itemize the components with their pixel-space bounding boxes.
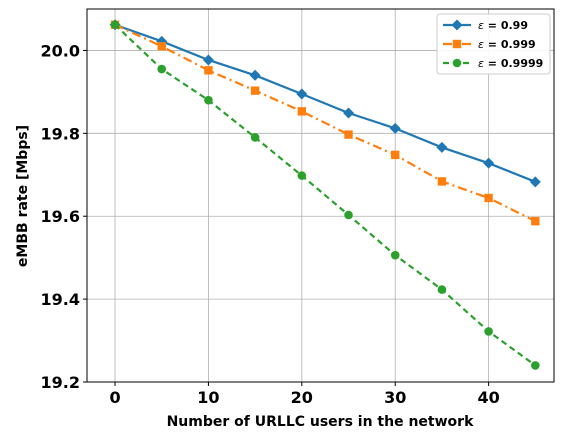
data-point [249,69,261,81]
data-point [297,171,307,180]
data-point [389,122,401,134]
y-tick-label: 19.2 [41,373,80,392]
x-axis-label: Number of URLLC users in the network [167,414,474,430]
x-tick-label: 20 [291,388,313,407]
series-3 [110,20,540,370]
x-tick-label: 40 [477,388,499,407]
data-point [390,250,400,260]
data-point [344,210,353,220]
y-tick-label: 19.8 [41,124,80,143]
data-point [296,88,308,100]
legend-entry: ε = 0.9999 [443,57,543,70]
legend-marker [452,58,462,68]
x-tick-label: 10 [197,388,219,407]
legend-marker [451,19,463,31]
tick-layer: 0 10 20 30 40 19.2 19.4 19.6 19.8 20.0 [41,41,500,407]
legend-box [436,13,551,75]
data-point [437,177,447,186]
series-2 [110,20,540,226]
series-layer [109,19,541,370]
series-line [114,23,536,367]
series-line [114,23,536,183]
legend-marker [452,39,462,49]
data-point [157,42,166,51]
data-point [343,107,355,119]
legend-label: ε = 0.9999 [478,57,543,70]
legend-label: ε = 0.999 [478,38,536,51]
data-point [204,66,213,75]
data-point [531,216,540,226]
legend-value: = 0.9999 [484,57,543,70]
y-axis-label: eMBB rate [Mbps] [15,125,31,267]
data-point [529,176,541,188]
legend-entry: ε = 0.999 [443,38,536,51]
legend-value: = 0.99 [484,19,528,32]
legend-value: = 0.999 [484,38,536,51]
data-point [437,285,447,294]
plot-frame [86,8,555,383]
data-point [204,95,213,105]
data-point [484,193,493,203]
y-tick-label: 20.0 [41,41,80,60]
x-tick-label: 0 [109,388,120,407]
data-point [344,130,353,139]
legend-entry: ε = 0.99 [443,19,528,32]
data-point [436,141,448,153]
data-point [484,327,493,336]
y-tick-label: 19.4 [41,290,80,309]
legend-symbol: ε [478,57,484,70]
legend-symbol: ε [478,38,484,51]
data-point [202,54,214,66]
data-point [110,20,120,30]
legend-label: ε = 0.99 [478,19,528,32]
data-point [157,64,167,74]
data-point [250,133,260,142]
legend-symbol: ε [478,19,484,32]
x-tick-label: 30 [384,388,406,407]
y-tick-label: 19.6 [41,207,80,226]
data-point [483,157,495,169]
data-point [531,361,540,370]
data-point [250,86,260,95]
series-line [114,23,536,223]
data-point [391,150,400,160]
data-point [297,107,307,116]
